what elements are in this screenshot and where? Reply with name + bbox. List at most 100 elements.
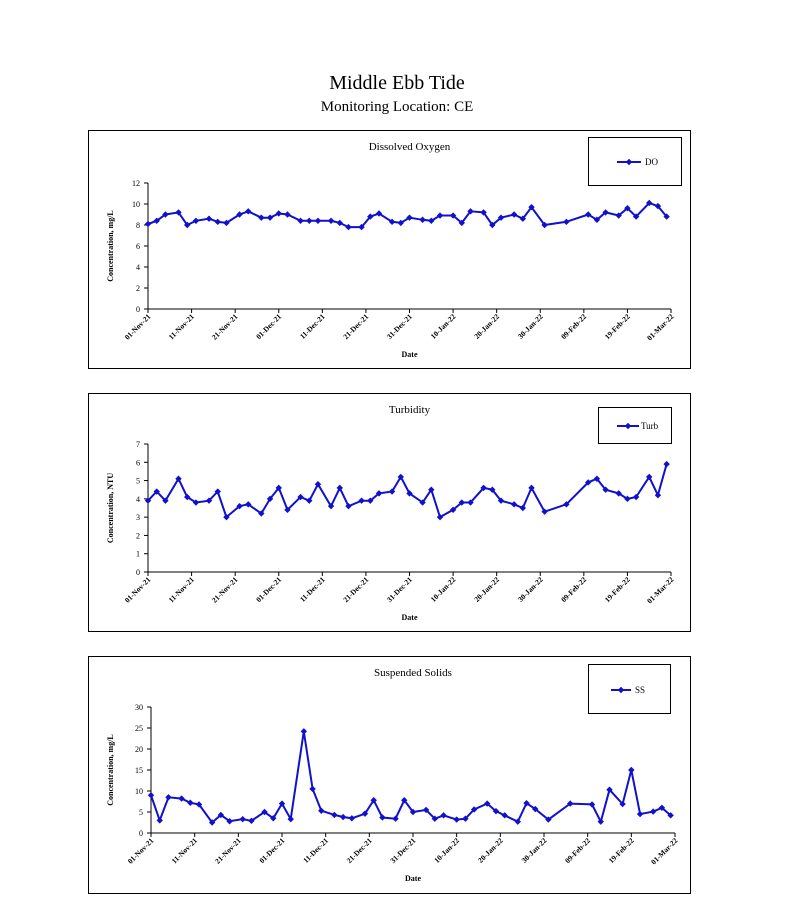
data-point-ss (208, 819, 216, 826)
y-tick-label: 12 (132, 179, 140, 188)
data-point-turb (489, 486, 496, 493)
data-point-do (397, 219, 404, 227)
data-point-ss (453, 816, 460, 823)
y-tick-label: 6 (136, 242, 140, 251)
data-point-turb (388, 488, 396, 495)
data-point-do (663, 213, 670, 220)
data-point-do (563, 218, 570, 226)
data-point-turb (314, 481, 322, 488)
data-point-ss (309, 785, 316, 793)
data-point-ss (261, 808, 268, 816)
data-point-ss (187, 799, 194, 806)
x-tick-label: 11-Dec-21 (298, 312, 327, 341)
data-point-do (428, 217, 435, 224)
data-point-do (519, 215, 527, 222)
data-point-ss (287, 815, 294, 823)
data-point-ss (239, 815, 246, 823)
y-tick-label: 30 (135, 703, 143, 712)
legend-box: SS (588, 664, 671, 714)
data-point-do (306, 217, 313, 224)
y-tick-label: 0 (136, 568, 140, 577)
data-point-ss (147, 792, 155, 799)
data-point-ss (501, 812, 508, 819)
data-point-turb (467, 499, 474, 506)
data-point-ss (649, 808, 657, 815)
data-point-ss (597, 818, 604, 825)
data-point-turb (419, 499, 426, 506)
y-tick-label: 5 (136, 477, 140, 486)
x-tick-label: 01-Dec-21 (254, 312, 283, 341)
data-point-turb (615, 490, 622, 497)
x-tick-label: 21-Nov-21 (213, 836, 243, 866)
data-point-turb (184, 493, 191, 501)
chart-title: Turbidity (389, 404, 431, 416)
y-tick-label: 5 (139, 808, 143, 817)
data-point-turb (528, 484, 535, 492)
data-point-turb (519, 504, 527, 512)
data-point-ss (514, 818, 521, 825)
data-point-ss (226, 818, 233, 825)
chart-turbidity-svg: Turbidity 0 1 2 3 4 5 6 7 01-Nov-21 11-Nov-21 21-No… (106, 404, 676, 622)
data-point-do (449, 212, 457, 219)
y-tick-label: 25 (135, 724, 143, 733)
y-tick-label: 15 (135, 766, 143, 775)
x-tick-label: 20-Jan-22 (472, 575, 501, 604)
y-tick-label: 6 (136, 458, 140, 467)
data-point-turb (480, 484, 487, 492)
data-point-do (284, 211, 291, 218)
data-point-turb (245, 501, 252, 508)
x-tick-label: 30-Jan-22 (516, 575, 545, 604)
x-tick-label: 01-Nov-21 (123, 312, 153, 342)
data-point-turb (153, 488, 160, 495)
x-tick-label: 09-Feb-22 (563, 836, 592, 865)
legend-marker-ss (617, 686, 625, 694)
data-point-turb (449, 506, 457, 514)
legend-dissolved-oxygen-svg: DO (617, 157, 658, 167)
data-point-do (144, 220, 152, 228)
legend-suspended-solids-svg: SS (611, 685, 645, 695)
legend-box: Turb (598, 407, 672, 444)
legend-marker-turb (624, 422, 632, 430)
y-tick-label: 0 (139, 829, 143, 838)
y-tick-label: 4 (136, 263, 140, 272)
data-point-ss (401, 797, 408, 804)
data-point-ss (392, 815, 399, 822)
data-point-turb (602, 486, 609, 493)
data-point-do (593, 216, 601, 223)
x-tick-label: 11-Dec-21 (301, 836, 330, 865)
data-point-turb (593, 475, 601, 482)
data-point-turb (275, 484, 282, 492)
x-tick-label: 09-Feb-22 (559, 575, 588, 604)
y-tick-label: 10 (135, 787, 143, 796)
x-tick-label: 10-Jan-22 (432, 836, 461, 865)
data-point-turb (345, 502, 352, 510)
chart-title: Dissolved Oxygen (369, 141, 451, 153)
x-tick-label: 11-Dec-21 (298, 575, 327, 604)
y-tick-label: 2 (136, 531, 140, 540)
data-point-do (345, 223, 352, 231)
data-point-turb (306, 497, 313, 504)
data-point-do (314, 217, 322, 224)
data-point-do (375, 210, 383, 217)
x-tick-label: 31-Dec-21 (385, 312, 414, 341)
data-point-do (245, 208, 252, 215)
data-point-ss (300, 728, 308, 735)
page-subtitle: Monitoring Location: CE (320, 99, 474, 115)
data-point-turb (632, 493, 640, 501)
chart-dissolved-oxygen-svg: Dissolved Oxygen 0 2 4 6 8 10 12 01-Nov-21 11-Nov… (106, 141, 676, 359)
data-point-turb (205, 497, 213, 504)
data-point-do (624, 205, 631, 212)
data-point-ss (178, 795, 185, 802)
x-tick-label: 30-Jan-22 (520, 836, 549, 865)
legend-marker-do (625, 158, 633, 166)
y-axis-label: Concentration, mg/L (106, 210, 115, 282)
data-point-do (406, 214, 413, 221)
data-point-do (497, 214, 505, 221)
data-point-turb (336, 484, 343, 492)
x-tick-label: 01-Mar-22 (645, 575, 675, 605)
data-point-do (275, 210, 282, 217)
chart-title: Suspended Solids (374, 667, 452, 679)
data-point-do (336, 219, 343, 227)
x-axis-label: Date (402, 350, 418, 359)
data-point-turb (327, 502, 335, 510)
